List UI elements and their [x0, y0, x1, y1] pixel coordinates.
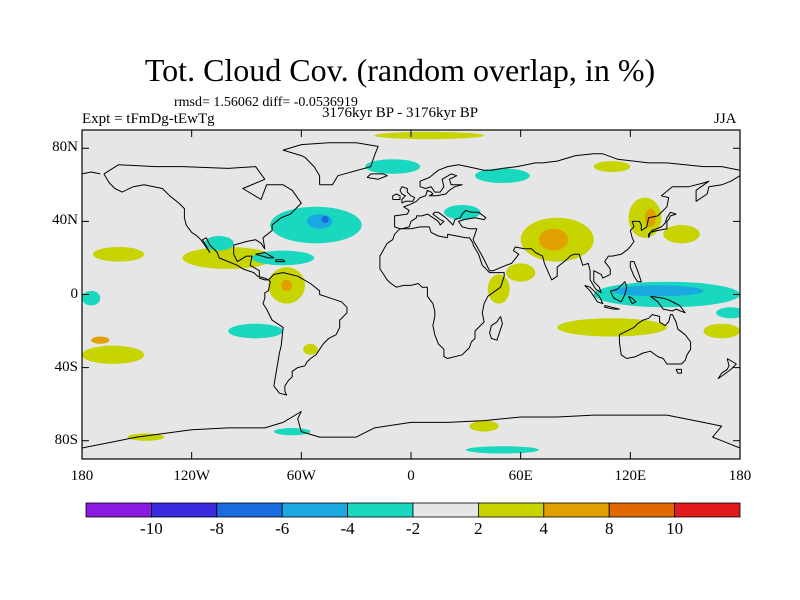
colorbar-label: -6	[275, 519, 290, 538]
colorbar-swatch	[412, 502, 479, 518]
experiment-label: Expt = tFmDg-tEwTg	[82, 111, 215, 127]
anomaly-region	[303, 343, 318, 355]
coastline	[394, 153, 740, 230]
period-label: 3176kyr BP - 3176kyr BP	[322, 105, 479, 121]
season-label: JJA	[714, 111, 737, 127]
coastline	[650, 295, 686, 314]
y-tick-label: 40S	[54, 358, 78, 375]
coastline	[262, 272, 348, 396]
colorbar-swatch	[674, 502, 741, 518]
coastline	[400, 175, 740, 294]
anomaly-region	[465, 446, 539, 454]
y-tick-label: 80S	[54, 431, 78, 448]
anomaly-region	[91, 336, 110, 344]
anomaly-region	[443, 204, 481, 220]
coastline	[609, 281, 628, 303]
anomaly-region	[321, 215, 329, 224]
anomaly-region	[92, 246, 145, 262]
x-tick-label: 180	[728, 468, 752, 484]
anomaly-region	[469, 420, 499, 432]
coastline	[255, 252, 275, 259]
coastline	[392, 193, 401, 200]
anomaly-region	[663, 225, 700, 244]
anomaly-region	[306, 214, 333, 229]
colorbar-swatch	[150, 502, 218, 518]
x-tick-label: 0	[407, 468, 415, 484]
coastline	[275, 259, 286, 263]
anomaly-region	[474, 168, 530, 184]
anomaly-layer	[82, 131, 740, 454]
anomaly-region	[506, 263, 536, 282]
colorbar-swatch	[477, 502, 545, 518]
coastline	[618, 314, 692, 365]
anomaly-region	[281, 279, 293, 291]
anomaly-region	[82, 290, 101, 306]
stats-text: rmsd= 1.56062 diff= -0.0536919	[174, 95, 358, 110]
colorbar-swatch	[85, 502, 152, 518]
x-tick-label: 120W	[173, 468, 210, 484]
colorbar	[85, 502, 741, 518]
coastline	[675, 368, 682, 374]
coastline	[366, 173, 388, 180]
coastline	[82, 171, 101, 175]
y-tick-label: 80N	[52, 139, 78, 156]
colorbar-swatch	[347, 502, 414, 518]
coastline	[82, 411, 740, 449]
axis-ticks	[81, 130, 741, 459]
coastline	[584, 284, 604, 305]
colorbar-label: -8	[209, 519, 224, 538]
anomaly-region	[703, 323, 740, 339]
x-tick-label: 180	[70, 468, 94, 484]
anomaly-region	[82, 345, 145, 364]
colorbar-label: 2	[474, 519, 483, 538]
coastline	[103, 164, 302, 281]
coastline	[717, 358, 737, 380]
anomaly-region	[557, 318, 667, 337]
colorbar-swatch	[543, 502, 610, 518]
x-tick-label: 60E	[508, 468, 533, 484]
coastline	[629, 261, 642, 283]
colorbar-label: -4	[340, 519, 355, 538]
coastline	[628, 295, 637, 305]
colorbar-label: 8	[604, 519, 614, 538]
figure-title: Tot. Cloud Cov. (random overlap, in %)	[144, 52, 656, 88]
anomaly-region	[612, 285, 704, 297]
coastline	[648, 211, 677, 238]
y-tick-label: 0	[70, 285, 79, 302]
coastline	[379, 226, 505, 359]
colorbar-swatch	[281, 502, 349, 518]
x-tick-label: 120E	[614, 468, 647, 484]
colorbar-swatch	[216, 502, 283, 518]
anomaly-region	[374, 131, 485, 140]
coastline	[282, 142, 379, 186]
coastline	[399, 186, 416, 204]
anomaly-region	[538, 228, 569, 251]
anomaly-region	[228, 323, 284, 339]
x-tick-label: 60W	[286, 468, 316, 484]
colorbar-swatch	[608, 502, 676, 518]
coastline	[489, 316, 503, 341]
colorbar-label: 10	[666, 519, 684, 538]
coastline	[604, 305, 620, 310]
anomaly-region	[127, 433, 165, 441]
colorbar-label: -10	[140, 519, 163, 538]
colorbar-label: 4	[539, 519, 549, 538]
colorbar-label: -2	[405, 519, 421, 538]
anomaly-region	[273, 427, 311, 436]
anomaly-region	[628, 197, 662, 238]
y-tick-label: 40N	[52, 212, 78, 229]
anomaly-region	[593, 161, 631, 173]
anomaly-region	[365, 159, 421, 174]
anomaly-region	[716, 307, 740, 319]
coastline-layer	[82, 142, 740, 449]
